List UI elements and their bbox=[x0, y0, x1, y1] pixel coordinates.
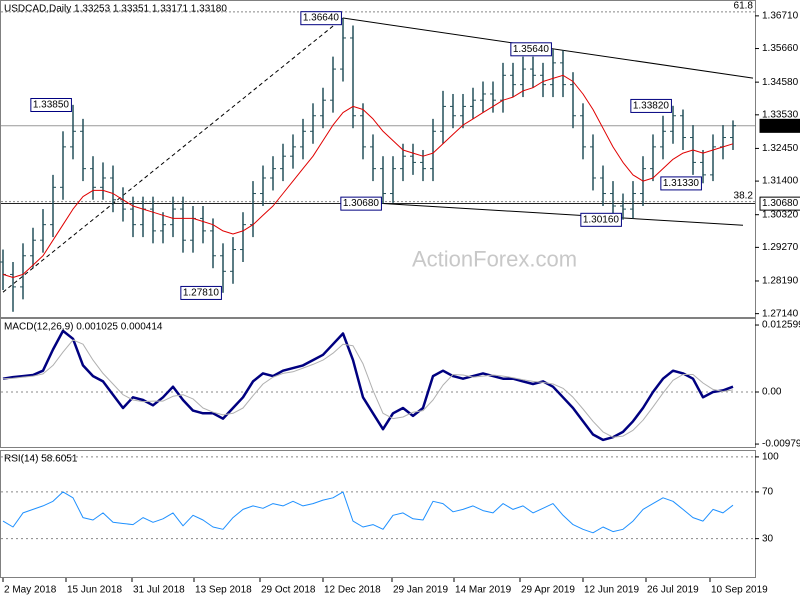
fib-label: 38.2 bbox=[734, 190, 754, 201]
panel-frame bbox=[0, 318, 756, 448]
y-tick-label: 1.34580 bbox=[762, 77, 799, 88]
panel-title: RSI(14) 58.6051 bbox=[4, 454, 78, 465]
x-tick-label: 26 Jul 2019 bbox=[647, 585, 699, 596]
x-tick-label: 29 Apr 2019 bbox=[521, 585, 575, 596]
label-box bbox=[300, 11, 342, 26]
y-tick-label: 1.29270 bbox=[762, 242, 799, 253]
series-line bbox=[2, 329, 734, 442]
label-box bbox=[630, 98, 672, 113]
trendline bbox=[2, 17, 344, 293]
fib-label: 61.8 bbox=[734, 0, 754, 11]
price-marker-label: 1.33180 bbox=[762, 120, 799, 131]
label-box bbox=[180, 285, 222, 300]
series-line bbox=[2, 74, 734, 278]
label-box bbox=[510, 42, 552, 57]
panel-title: MACD(12,26,9) 0.001025 0.000414 bbox=[4, 322, 163, 333]
x-tick-label: 2 May 2018 bbox=[4, 585, 57, 596]
y-tick-label: 1.31400 bbox=[762, 176, 799, 187]
annotation-label: 1.33850 bbox=[33, 99, 70, 110]
price-marker-label: 1.30680 bbox=[762, 198, 799, 209]
trendline bbox=[382, 202, 744, 226]
x-tick-label: 29 Oct 2018 bbox=[261, 585, 316, 596]
watermark: ActionForex.com bbox=[412, 247, 577, 272]
y-tick-label: 0.012599 bbox=[762, 320, 800, 331]
label-box bbox=[340, 196, 382, 211]
annotation-label: 1.35640 bbox=[513, 44, 550, 55]
y-tick-label: 1.33530 bbox=[762, 109, 799, 120]
y-tick-label: 70 bbox=[762, 487, 774, 498]
y-tick-label: 100 bbox=[762, 452, 779, 463]
annotation-label: 1.27810 bbox=[183, 287, 220, 298]
annotation-label: 1.36640 bbox=[303, 13, 340, 24]
annotation-label: 1.30160 bbox=[583, 214, 620, 225]
y-tick-label: 1.28190 bbox=[762, 276, 799, 287]
panel-title: USDCAD,Daily 1.33253 1.33351 1.33171 1.3… bbox=[4, 4, 227, 15]
x-tick-label: 31 Jul 2018 bbox=[133, 585, 185, 596]
annotation-label: 1.31330 bbox=[663, 178, 700, 189]
label-box bbox=[580, 212, 622, 227]
y-tick-label: 1.27140 bbox=[762, 308, 799, 319]
y-tick-label: 1.35660 bbox=[762, 43, 799, 54]
panel-frame bbox=[0, 0, 756, 318]
x-tick-label: 14 Mar 2019 bbox=[455, 585, 512, 596]
label-box bbox=[759, 196, 800, 211]
x-tick-label: 12 Jun 2019 bbox=[584, 585, 639, 596]
x-tick-label: 10 Sep 2019 bbox=[711, 585, 768, 596]
label-box bbox=[660, 176, 702, 191]
y-tick-label: -0.00979 bbox=[762, 439, 800, 450]
x-tick-label: 29 Jan 2019 bbox=[393, 585, 448, 596]
x-tick-label: 13 Sep 2018 bbox=[195, 585, 252, 596]
annotation-label: 1.30680 bbox=[343, 198, 380, 209]
y-tick-label: 0.00 bbox=[762, 387, 782, 398]
panel-frame bbox=[0, 450, 756, 578]
annotation-label: 1.33820 bbox=[633, 100, 670, 111]
y-tick-label: 30 bbox=[762, 533, 774, 544]
y-tick-label: 1.30320 bbox=[762, 209, 799, 220]
x-tick-label: 15 Jun 2018 bbox=[67, 585, 122, 596]
label-box bbox=[759, 118, 800, 133]
label-box bbox=[30, 97, 72, 112]
y-tick-label: 1.36710 bbox=[762, 11, 799, 22]
series-line bbox=[2, 491, 734, 534]
x-tick-label: 12 Dec 2018 bbox=[324, 585, 381, 596]
y-tick-label: 1.32450 bbox=[762, 143, 799, 154]
series-line bbox=[2, 339, 734, 438]
